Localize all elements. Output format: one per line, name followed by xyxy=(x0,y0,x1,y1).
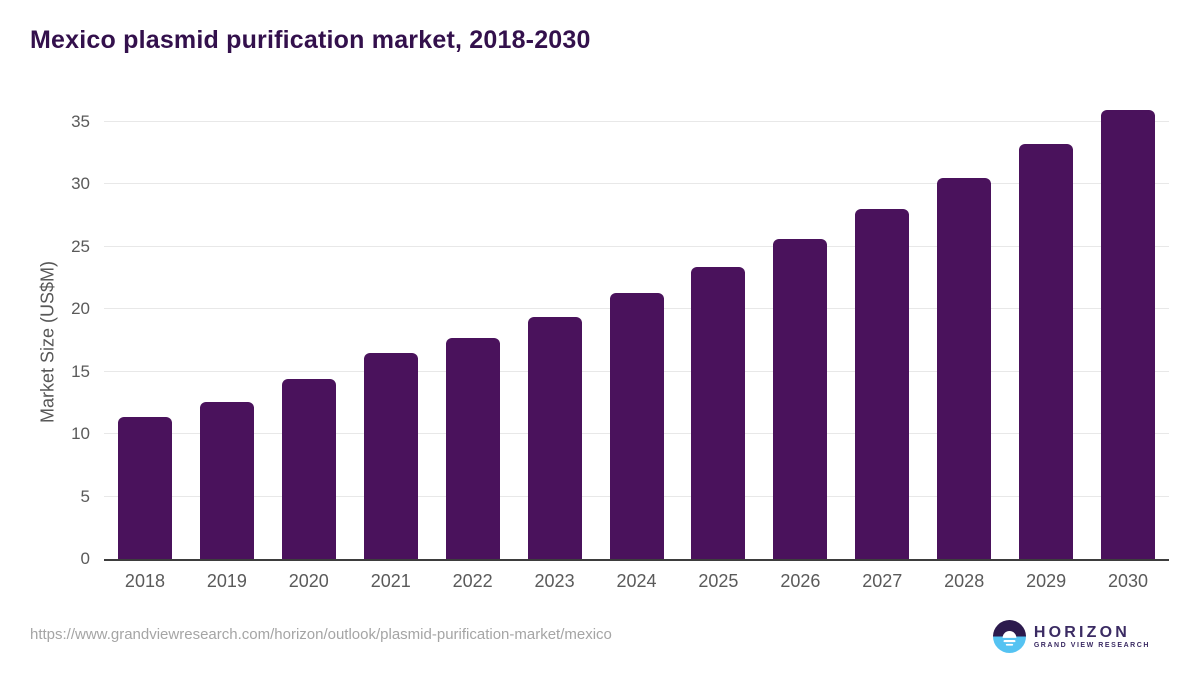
x-tick-label-2030: 2030 xyxy=(1108,571,1149,591)
x-tick-label-2028: 2028 xyxy=(944,571,985,591)
logo-title: HORIZON xyxy=(1033,623,1130,641)
y-tick-label-30: 30 xyxy=(71,174,90,194)
bar-2019 xyxy=(199,401,254,559)
page-title: Mexico plasmid purification market, 2018… xyxy=(30,26,591,54)
y-tick-label-20: 20 xyxy=(71,299,90,319)
bar-2028 xyxy=(937,178,992,559)
bar-2021 xyxy=(363,353,418,559)
x-tick-label-2022: 2022 xyxy=(452,571,493,591)
bar-2030 xyxy=(1101,109,1156,559)
y-tick-label-10: 10 xyxy=(71,424,90,444)
x-tick-label-2018: 2018 xyxy=(124,571,165,591)
x-tick-label-2029: 2029 xyxy=(1026,571,1067,591)
source-url: https://www.grandviewresearch.com/horizo… xyxy=(30,626,612,643)
x-tick-label-2025: 2025 xyxy=(698,571,739,591)
bar-2023 xyxy=(527,316,582,559)
bar-2020 xyxy=(281,379,336,559)
gridline-30 xyxy=(104,183,1169,185)
x-tick-label-2020: 2020 xyxy=(288,571,329,591)
bar-2022 xyxy=(445,338,500,559)
x-tick-label-2027: 2027 xyxy=(862,571,903,591)
x-tick-label-2024: 2024 xyxy=(616,571,657,591)
y-tick-label-0: 0 xyxy=(80,549,90,568)
plot-area: 0 5 10 15 20 25 30 35 2018 2019 2020 2021 2022 2023 20… xyxy=(71,109,1169,591)
bar-2027 xyxy=(855,209,910,559)
bar-2025 xyxy=(691,266,746,559)
y-tick-label-5: 5 xyxy=(80,486,90,506)
horizon-logo: HORIZON GRAND VIEW RESEARCH xyxy=(992,620,1150,653)
bar-2029 xyxy=(1019,144,1074,559)
horizon-sun-icon xyxy=(992,620,1026,653)
y-tick-label-15: 15 xyxy=(71,361,90,381)
x-tick-label-2026: 2026 xyxy=(780,571,821,591)
x-tick-label-2021: 2021 xyxy=(370,571,411,591)
y-tick-label-35: 35 xyxy=(71,112,90,131)
bar-2026 xyxy=(773,239,828,559)
logo-subtitle: GRAND VIEW RESEARCH xyxy=(1033,641,1150,649)
bar-2018 xyxy=(117,416,172,559)
x-tick-label-2023: 2023 xyxy=(534,571,575,591)
y-axis-label: Market Size (US$M) xyxy=(37,260,58,424)
y-tick-label-25: 25 xyxy=(71,236,90,256)
logo-text: HORIZON GRAND VIEW RESEARCH xyxy=(1034,624,1150,650)
gridline-25 xyxy=(104,245,1169,247)
gridline-35 xyxy=(104,121,1169,122)
bar-2024 xyxy=(609,293,664,559)
x-tick-label-2019: 2019 xyxy=(206,571,247,591)
